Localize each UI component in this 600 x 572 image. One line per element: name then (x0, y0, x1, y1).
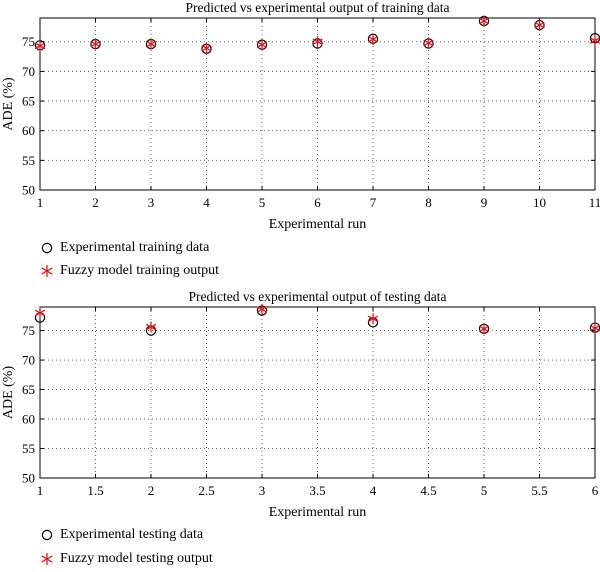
asterisk-stroke (90, 40, 101, 48)
asterisk-stroke (590, 37, 600, 44)
y-tick-label: 60 (22, 123, 35, 138)
fuzzy-model-point (478, 323, 490, 335)
x-tick-label: 4 (370, 483, 377, 498)
asterisk-stroke (35, 42, 45, 50)
x-axis-label: Experimental run (269, 505, 367, 520)
x-tick-label: 5 (259, 195, 266, 210)
x-tick-label: 5.5 (531, 483, 547, 498)
y-tick-label: 75 (22, 323, 35, 338)
x-tick-label: 2 (148, 483, 155, 498)
chart-training (34, 15, 600, 191)
fuzzy-model-point (312, 36, 323, 48)
y-tick-label: 70 (22, 353, 35, 368)
x-tick-label: 3 (259, 483, 266, 498)
asterisk-stroke (478, 325, 490, 332)
x-tick-label: 3 (148, 195, 155, 210)
x-tick-label: 8 (425, 195, 432, 210)
fuzzy-model-point (590, 34, 600, 47)
asterisk-marker-icon (41, 264, 53, 278)
y-tick-label: 70 (22, 64, 35, 79)
asterisk-stroke (256, 306, 268, 313)
asterisk-stroke (534, 21, 545, 29)
x-tick-label: 11 (589, 195, 600, 210)
y-tick-label: 55 (22, 441, 35, 456)
x-tick-label: 9 (481, 195, 488, 210)
x-tick-label: 2.5 (198, 483, 214, 498)
asterisk-stroke (478, 17, 490, 25)
asterisk-stroke (423, 39, 434, 47)
fuzzy-model-point (423, 37, 434, 49)
x-tick-label: 4.5 (420, 483, 436, 498)
fuzzy-model-point (367, 33, 379, 46)
x-tick-label: 3.5 (309, 483, 325, 498)
fuzzy-model-point (201, 42, 212, 54)
asterisk-stroke (256, 41, 268, 48)
y-axis-label: ADE (%) (1, 77, 16, 131)
chart-title: Predicted vs experimental output of trai… (186, 0, 450, 15)
asterisk-stroke (312, 38, 323, 45)
x-tick-label: 4 (203, 195, 210, 210)
x-tick-label: 7 (370, 195, 377, 210)
x-tick-label: 6 (314, 195, 321, 210)
fuzzy-model-point (478, 15, 490, 27)
fuzzy-model-point (145, 321, 157, 333)
x-tick-label: 1 (37, 483, 44, 498)
fuzzy-model-point (35, 40, 45, 52)
asterisk-stroke (145, 40, 157, 48)
x-tick-label: 6 (592, 483, 599, 498)
circle-marker-icon (41, 242, 53, 254)
fuzzy-model-point (256, 39, 268, 51)
asterisk-stroke (35, 309, 45, 317)
asterisk-stroke (590, 325, 600, 332)
fuzzy-model-point (145, 38, 157, 50)
legend-label: Fuzzy model testing output (60, 551, 213, 566)
asterisk-stroke (367, 315, 379, 322)
asterisk-stroke (145, 323, 157, 331)
y-tick-label: 50 (22, 183, 35, 198)
y-axis-label: ADE (%) (1, 366, 16, 420)
legend-label: Experimental training data (60, 240, 210, 255)
fuzzy-model-point (90, 38, 101, 50)
y-tick-label: 55 (22, 153, 35, 168)
chart-title: Predicted vs experimental output of test… (189, 289, 447, 304)
x-axis-label: Experimental run (269, 217, 367, 232)
plot-area-frame (39, 306, 596, 479)
fuzzy-model-point (367, 313, 379, 325)
x-tick-label: 1.5 (87, 483, 103, 498)
y-tick-label: 50 (22, 471, 35, 486)
y-tick-label: 65 (22, 94, 35, 109)
chart-testing (34, 303, 600, 479)
fuzzy-model-point (534, 19, 545, 31)
legend-label: Fuzzy model training output (60, 263, 220, 278)
asterisk-stroke (201, 45, 212, 52)
x-tick-label: 2 (92, 195, 99, 210)
fuzzy-model-point (256, 303, 268, 316)
y-tick-label: 65 (22, 382, 35, 397)
asterisk-marker-icon (41, 552, 53, 566)
y-tick-label: 60 (22, 412, 35, 427)
fuzzy-model-point (35, 307, 45, 319)
x-tick-label: 1 (37, 195, 44, 210)
legend-label: Experimental testing data (60, 527, 204, 542)
fuzzy-model-point (590, 322, 600, 334)
circle-marker-icon (41, 529, 53, 541)
asterisk-stroke (367, 36, 379, 43)
y-tick-label: 75 (22, 34, 35, 49)
x-tick-label: 10 (533, 195, 546, 210)
x-tick-label: 5 (481, 483, 488, 498)
